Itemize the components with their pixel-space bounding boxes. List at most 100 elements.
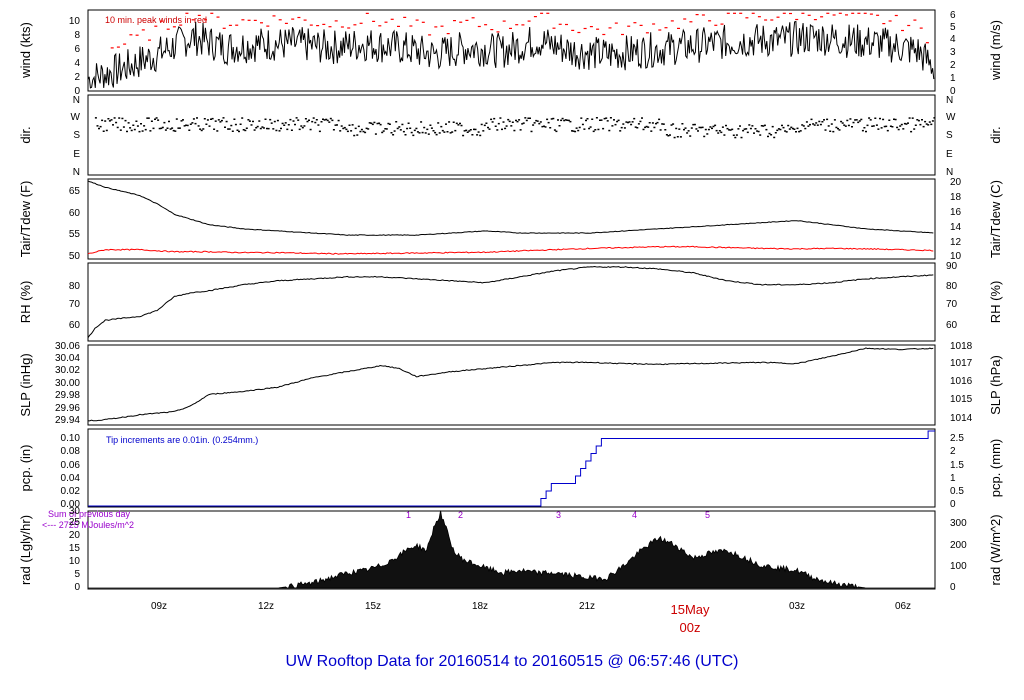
panel-rh: RH (%) RH (%) 60 70 80 60 70 80 90 (18, 261, 1003, 342)
direction-point (353, 134, 356, 137)
direction-point (869, 119, 872, 121)
direction-point (689, 135, 692, 137)
direction-point (790, 126, 793, 129)
direction-point (446, 131, 449, 133)
direction-point (785, 131, 788, 133)
direction-point (522, 122, 525, 124)
tick-label: 8 (74, 30, 80, 41)
direction-point (339, 130, 342, 132)
direction-point (312, 117, 315, 119)
direction-point (365, 127, 368, 130)
direction-point (903, 122, 906, 125)
direction-point (767, 135, 769, 138)
direction-point (675, 127, 678, 130)
direction-point (857, 121, 860, 124)
direction-point (350, 130, 353, 132)
peak-wind-mark (502, 20, 506, 22)
tick-label: 0 (74, 86, 80, 97)
direction-point (404, 134, 407, 136)
peak-wind-mark (266, 25, 270, 27)
direction-point (491, 121, 494, 123)
direction-point (306, 120, 309, 123)
right-axis-label: pcp. (mm) (988, 439, 1003, 498)
direction-point (407, 122, 410, 124)
peak-wind-mark (272, 15, 276, 17)
right-ticks: 0 0.5 1 1.5 2 2.5 (950, 433, 964, 510)
direction-point (258, 120, 261, 122)
direction-point (669, 134, 671, 136)
peak-wind-mark (733, 12, 736, 14)
direction-point (837, 127, 839, 130)
peak-wind-mark (863, 12, 867, 14)
peak-wind-mark (677, 27, 680, 29)
direction-point (443, 131, 446, 133)
direction-point (737, 128, 740, 130)
tick-label: 14 (950, 222, 962, 233)
direction-point (192, 118, 195, 120)
direction-point (314, 121, 317, 124)
direction-point (510, 125, 513, 127)
direction-point (259, 127, 262, 130)
direction-point (907, 122, 909, 124)
peak-wind-mark (316, 25, 320, 27)
direction-point (889, 125, 892, 127)
peak-wind-mark (179, 24, 183, 26)
direction-point (636, 127, 639, 129)
direction-point (801, 124, 804, 126)
direction-point (762, 125, 765, 127)
air-temperature-line (87, 180, 934, 236)
direction-point (717, 132, 720, 134)
tick-label: 0 (950, 499, 956, 510)
direction-point (332, 129, 335, 131)
direction-point (818, 120, 821, 123)
direction-point (679, 136, 682, 138)
direction-point (382, 130, 385, 132)
direction-point (597, 128, 600, 131)
direction-point (693, 123, 696, 126)
direction-point (308, 119, 310, 121)
direction-point (735, 134, 738, 136)
direction-point (370, 122, 373, 124)
peak-wind-mark (577, 31, 581, 34)
direction-point (224, 126, 226, 128)
tick-label: 6 (74, 44, 80, 55)
right-axis-label: rad (W/m^2) (988, 514, 1003, 585)
direction-point (415, 127, 418, 130)
tick-label: 4 (950, 34, 956, 45)
direction-point (900, 123, 903, 126)
right-axis-label: RH (%) (988, 281, 1003, 324)
peak-wind-mark (403, 16, 407, 18)
peak-wind-mark (129, 34, 133, 36)
direction-point (452, 121, 455, 123)
direction-point (376, 122, 379, 125)
direction-point (672, 123, 675, 125)
direction-point (560, 119, 563, 122)
direction-point (416, 131, 419, 133)
direction-point (252, 120, 254, 123)
tick-label: 29.98 (55, 390, 80, 401)
direction-point (637, 123, 640, 125)
peak-wind-mark (465, 19, 469, 21)
left-axis-label: pcp. (in) (18, 445, 33, 492)
tick-label: 90 (946, 261, 958, 272)
direction-point (379, 123, 382, 126)
direction-point (913, 128, 916, 130)
direction-point (633, 117, 636, 120)
direction-point (304, 118, 307, 120)
direction-point (567, 119, 570, 122)
peak-wind-mark (135, 34, 139, 36)
direction-point (297, 119, 300, 121)
direction-point (609, 117, 612, 119)
direction-point (928, 121, 931, 123)
direction-point (648, 122, 651, 124)
direction-point (754, 128, 757, 130)
direction-point (530, 130, 533, 133)
peak-wind-mark (533, 16, 537, 18)
peak-wind-mark (210, 12, 214, 14)
peak-wind-mark (110, 47, 114, 49)
direction-point (164, 129, 167, 131)
tick-label: 50 (69, 251, 81, 262)
direction-point (144, 128, 147, 131)
peak-wind-mark (695, 14, 699, 16)
direction-point (791, 127, 794, 130)
